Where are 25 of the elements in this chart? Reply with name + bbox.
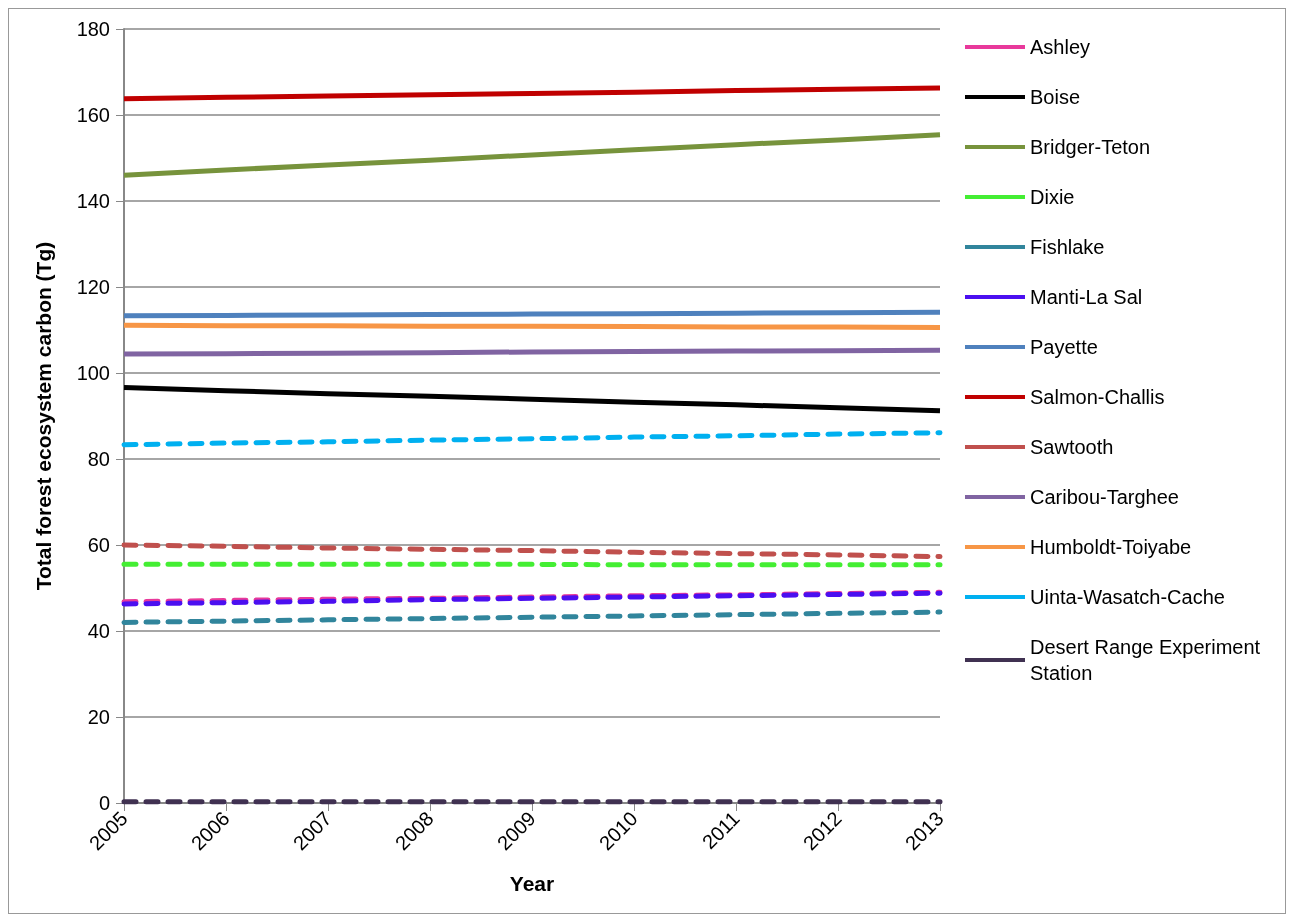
legend-label: Manti-La Sal	[1030, 286, 1143, 308]
y-tick-label: 180	[76, 18, 110, 40]
legend-label: Payette	[1030, 336, 1098, 358]
y-axis-title: Total forest ecosystem carbon (Tg)	[32, 241, 55, 591]
x-axis-title: Year	[509, 872, 555, 895]
legend-label: Fishlake	[1030, 236, 1105, 258]
y-tick-label: 20	[87, 706, 110, 728]
y-tick-label: 120	[76, 276, 110, 298]
y-tick-label: 80	[87, 448, 110, 470]
legend-label: Boise	[1030, 86, 1081, 108]
legend-label: Sawtooth	[1030, 436, 1114, 458]
y-tick-label: 40	[87, 620, 110, 642]
y-tick-label: 160	[76, 104, 110, 126]
legend-label: Caribou-Targhee	[1030, 486, 1179, 508]
legend-label: Uinta-Wasatch-Cache	[1030, 586, 1225, 608]
y-tick-label: 140	[76, 190, 110, 212]
y-tick-label: 60	[87, 534, 110, 556]
y-tick-label: 0	[98, 792, 110, 814]
y-tick-label: 100	[76, 362, 110, 384]
legend-label: Bridger-Teton	[1030, 136, 1151, 158]
legend-label: Desert Range Experiment Station	[1030, 636, 1266, 684]
legend-label: Dixie	[1030, 186, 1075, 208]
legend-label: Humboldt-Toiyabe	[1030, 536, 1192, 558]
legend-label: Ashley	[1030, 36, 1091, 58]
legend-label: Salmon-Challis	[1030, 386, 1165, 408]
